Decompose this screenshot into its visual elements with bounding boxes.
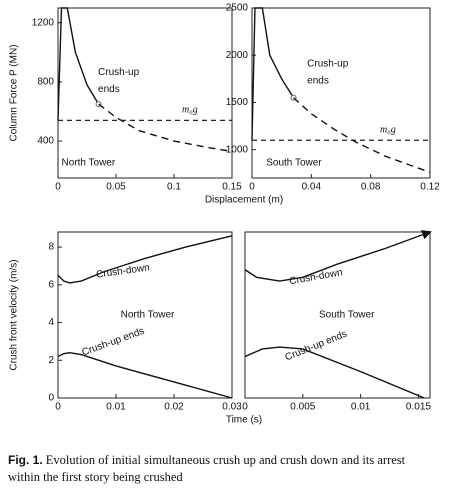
reference-label: m₀g (182, 105, 198, 116)
caption: Fig. 1. Evolution of initial simultaneou… (8, 452, 440, 486)
x-tick-label: 0.12 (420, 182, 440, 193)
x-tick-label: 0.08 (361, 182, 381, 193)
x-tick-label: 0 (55, 402, 61, 413)
x-tick-label: 0 (242, 402, 248, 413)
plot-frame (57, 7, 233, 179)
data-line (293, 97, 431, 173)
annotation: North Tower (61, 157, 115, 168)
y-tick-label: 800 (37, 77, 54, 88)
x-axis-label: Time (s) (226, 415, 262, 426)
x-tick-label: 0.005 (290, 402, 315, 413)
y-tick-label: 2500 (226, 3, 249, 14)
annotation: North Tower (121, 310, 175, 321)
reference-label: m₀g (380, 125, 396, 136)
y-tick-label: 2000 (226, 50, 249, 61)
x-tick-label: 0.03 (222, 402, 242, 413)
y-tick-label: 400 (37, 136, 54, 147)
x-tick-label: 0.15 (222, 182, 242, 193)
annotation: Crush-up (307, 59, 349, 70)
y-tick-label: 8 (48, 242, 54, 253)
data-line (244, 230, 432, 282)
x-tick-label: 0.015 (406, 402, 431, 413)
annotation: Crush-up ends (81, 326, 146, 359)
data-line (57, 352, 233, 399)
caption-label: Fig. 1. (8, 453, 43, 467)
x-tick-label: 0.02 (164, 402, 184, 413)
annotation: ends (307, 76, 329, 87)
caption-text: Evolution of initial simultaneous crush … (8, 453, 406, 484)
plot-frame (244, 231, 431, 399)
data-line (98, 103, 233, 153)
x-tick-label: 0 (55, 182, 61, 193)
x-axis-label: Displacement (m) (205, 195, 283, 206)
y-tick-label: 4 (48, 317, 54, 328)
annotation: Crush-down (288, 267, 343, 287)
y-tick-label: 1200 (32, 17, 55, 28)
x-tick-label: 0 (249, 182, 255, 193)
plot-frame (251, 7, 431, 179)
x-tick-label: 0.01 (106, 402, 126, 413)
annotation: Crush-up (98, 67, 140, 78)
annotation: South Tower (266, 157, 322, 168)
data-line (57, 235, 233, 284)
data-line (251, 7, 295, 141)
figure: 0 0.05 0.1 0.154008001200m₀gCrush-upendsNor… (9, 3, 441, 426)
annotation: ends (98, 84, 120, 95)
y-tick-label: 0 (48, 393, 54, 404)
x-tick-label: 0.04 (302, 182, 322, 193)
y-tick-label: 2 (48, 355, 54, 366)
y-tick-label: 1000 (226, 144, 249, 155)
x-tick-label: 0.05 (106, 182, 126, 193)
plot-frame (57, 231, 233, 399)
annotation: Crush-up ends (284, 329, 349, 364)
y-tick-label: 6 (48, 279, 54, 290)
x-tick-label: 0.01 (351, 402, 371, 413)
data-line (244, 346, 425, 399)
annotation: South Tower (319, 310, 375, 321)
data-line (57, 7, 100, 121)
y-axis-label: Column Force P (MN) (9, 44, 20, 141)
y-tick-label: 1500 (226, 97, 249, 108)
y-axis-label: Crush front velocity (m/s) (9, 259, 20, 370)
x-tick-label: 0.1 (167, 182, 181, 193)
annotation: Crush-down (96, 262, 151, 280)
